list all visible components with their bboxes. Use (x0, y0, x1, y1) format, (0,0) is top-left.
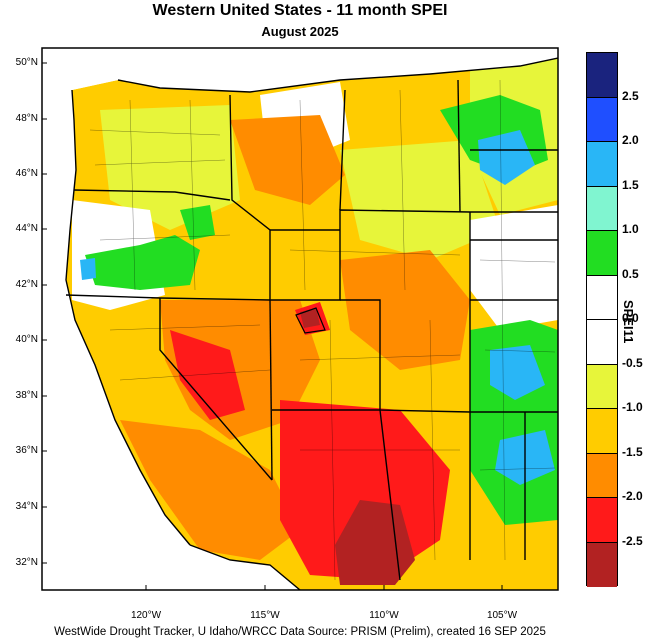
colorbar-tick-label: -2.5 (622, 533, 643, 548)
colorbar-tick-label: 2.5 (622, 88, 639, 103)
colorbar-tick-label: 0.0 (622, 311, 639, 325)
colorbar-segment (587, 186, 617, 231)
colorbar-tick-label: 1.5 (622, 177, 639, 192)
chart-title: Western United States - 11 month SPEI (152, 2, 448, 19)
lon-ticks (145, 585, 503, 590)
colorbar-segment (587, 53, 617, 98)
lon-label: 120°W (130, 610, 162, 621)
lon-label: 115°W (250, 610, 280, 621)
colorbar-segment (587, 453, 617, 498)
colorbar-segment (587, 142, 617, 187)
lat-label: 38°N (15, 390, 38, 401)
colorbar-segment (587, 498, 617, 543)
colorbar-tick-label: -0.5 (622, 355, 643, 370)
colorbar-tick-label: 1.0 (622, 222, 639, 236)
colorbar-tick-label: 2.0 (622, 133, 639, 147)
colorbar-segment (587, 320, 617, 365)
lat-ticks (42, 62, 47, 564)
footer-credit: WestWide Drought Tracker, U Idaho/WRCC D… (54, 626, 546, 638)
colorbar-segment (587, 409, 617, 454)
lat-label: 40°N (15, 334, 38, 345)
colorbar-tick-label: -1.0 (622, 400, 643, 414)
lat-label: 44°N (15, 223, 38, 234)
colorbar-label: SPEI11 (621, 300, 636, 344)
colorbar-segment (587, 275, 617, 320)
lat-label: 32°N (15, 557, 38, 568)
lat-label: 34°N (15, 501, 38, 512)
colorbar-segment (587, 231, 617, 276)
colorbar-tick-label: -1.5 (622, 444, 643, 459)
lon-label: 105°W (486, 610, 518, 621)
lat-label: 46°N (15, 168, 38, 179)
colorbar-segment (587, 542, 617, 587)
chart-subtitle: August 2025 (261, 24, 339, 39)
lat-label: 48°N (15, 113, 38, 124)
colorbar-tick-label: 0.5 (622, 266, 639, 281)
colorbar-segment (587, 97, 617, 142)
lat-label: 42°N (15, 279, 38, 290)
colorbar (586, 52, 618, 587)
colorbar-tick-label: -2.0 (622, 489, 643, 503)
lat-label: 36°N (15, 445, 38, 456)
colorbar-segment (587, 364, 617, 409)
lon-label: 110°W (369, 610, 399, 621)
lat-label: 50°N (15, 57, 38, 68)
